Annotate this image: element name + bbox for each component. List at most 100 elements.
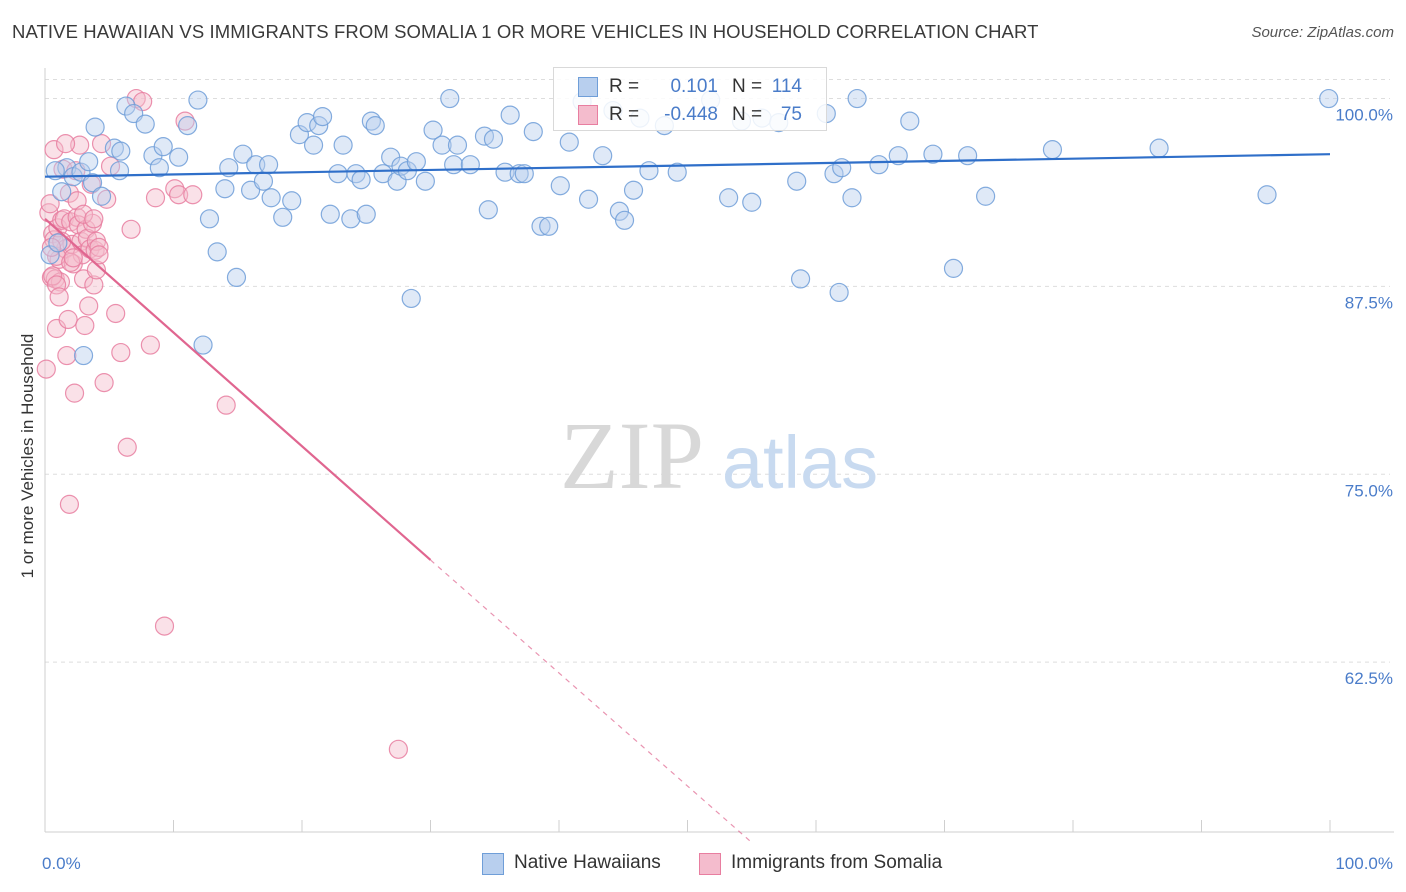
point-native-hawaiian: [85, 117, 105, 137]
point-native-hawaiian: [273, 207, 293, 227]
point-native-hawaiian: [550, 176, 570, 196]
point-native-hawaiian: [842, 188, 862, 208]
point-native-hawaiian: [312, 106, 333, 127]
point-somalia: [91, 134, 112, 154]
point-native-hawaiian: [365, 116, 385, 136]
point-native-hawaiian: [1319, 88, 1339, 109]
point-native-hawaiian: [460, 155, 480, 175]
legend-label: Immigrants from Somalia: [731, 852, 943, 873]
correlation-legend: R = 0.101 N = 114 R = -0.448 N = 75: [553, 67, 827, 131]
point-native-hawaiian: [406, 152, 426, 172]
point-somalia: [117, 437, 137, 457]
point-native-hawaiian: [111, 141, 131, 161]
point-somalia: [216, 395, 236, 415]
point-native-hawaiian: [1042, 140, 1063, 160]
point-somalia: [49, 287, 69, 307]
point-somalia: [106, 303, 126, 324]
x-tick-label: 0.0%: [42, 854, 81, 873]
point-somalia: [73, 204, 94, 224]
point-native-hawaiian: [48, 233, 68, 253]
point-native-hawaiian: [531, 216, 551, 236]
point-native-hawaiian: [943, 258, 964, 278]
y-tick-label: 62.5%: [1345, 669, 1393, 688]
point-native-hawaiian: [1149, 138, 1169, 158]
legend-r-value: 0.101: [670, 76, 718, 97]
point-native-hawaiian: [303, 135, 324, 155]
point-native-hawaiian: [829, 282, 849, 303]
point-native-hawaiian: [233, 144, 253, 164]
trend-line-somalia: [44, 217, 432, 561]
point-native-hawaiian: [578, 189, 599, 209]
point-native-hawaiian: [444, 155, 464, 175]
point-native-hawaiian: [261, 188, 281, 208]
point-native-hawaiian: [188, 90, 208, 110]
point-native-hawaiian: [609, 201, 629, 221]
point-somalia: [154, 616, 175, 636]
legend-row-somalia: R = -0.448 N = 75: [554, 101, 826, 129]
watermark-zip: ZIP: [560, 402, 704, 509]
x-tick-labels: 0.0% 100.0%: [42, 854, 1393, 873]
point-somalia: [59, 494, 80, 514]
legend-n-label: N =: [732, 76, 763, 97]
point-native-hawaiian: [523, 122, 543, 142]
point-native-hawaiian: [719, 188, 739, 208]
point-native-hawaiian: [351, 170, 371, 190]
point-native-hawaiian: [320, 204, 340, 224]
point-native-hawaiian: [207, 242, 227, 262]
point-native-hawaiian: [539, 216, 559, 236]
y-tick-label: 75.0%: [1345, 481, 1393, 500]
point-native-hawaiian: [832, 158, 852, 178]
point-somalia: [89, 245, 109, 265]
point-native-hawaiian: [623, 180, 644, 200]
point-somalia: [70, 135, 90, 155]
point-native-hawaiian: [423, 120, 443, 140]
point-native-hawaiian: [109, 161, 130, 181]
legend-n-value: 75: [780, 104, 802, 125]
point-somalia: [64, 383, 85, 403]
trend-lines: [44, 153, 1331, 843]
x-tick-label: 100.0%: [1335, 854, 1393, 873]
legend-n-value: 114: [771, 76, 802, 97]
point-native-hawaiian: [253, 171, 274, 191]
legend-r-label: R =: [609, 76, 640, 97]
point-native-hawaiian: [73, 345, 94, 366]
point-somalia: [75, 315, 95, 336]
point-native-hawaiian: [667, 162, 687, 182]
point-native-hawaiian: [226, 267, 247, 288]
point-native-hawaiian: [847, 88, 867, 109]
point-native-hawaiian: [193, 335, 213, 355]
legend-swatch-pink: [699, 853, 721, 875]
point-native-hawaiian: [478, 200, 498, 220]
point-somalia: [45, 269, 65, 289]
point-native-hawaiian: [415, 171, 435, 191]
point-native-hawaiian: [790, 269, 811, 289]
point-somalia: [46, 275, 67, 295]
point-native-hawaiian: [289, 125, 310, 145]
point-native-hawaiian: [824, 164, 844, 184]
point-native-hawaiian: [135, 114, 155, 134]
point-native-hawaiian: [45, 161, 65, 181]
point-native-hawaiian: [923, 144, 943, 164]
watermark-atlas: atlas: [722, 421, 878, 504]
point-somalia: [111, 342, 131, 363]
point-native-hawaiian: [787, 171, 807, 191]
point-native-hawaiian: [346, 164, 366, 184]
point-native-hawaiian: [282, 191, 302, 211]
trend-line-somalia-extrapolated: [430, 559, 753, 843]
y-tick-label: 87.5%: [1345, 293, 1393, 312]
point-native-hawaiian: [91, 186, 112, 206]
point-somalia: [169, 185, 189, 205]
point-native-hawaiian: [500, 105, 520, 125]
y-tick-label: 100.0%: [1335, 106, 1393, 125]
point-somalia: [94, 373, 114, 393]
point-native-hawaiian: [328, 164, 348, 184]
point-native-hawaiian: [40, 245, 60, 265]
legend-swatch-blue: [482, 853, 504, 875]
point-somalia: [79, 296, 99, 316]
point-native-hawaiian: [869, 155, 889, 175]
point-native-hawaiian: [614, 210, 635, 230]
source-credit: Source: ZipAtlas.com: [1251, 24, 1394, 41]
point-somalia: [63, 248, 83, 268]
legend-row-native-hawaiians: R = 0.101 N = 114: [554, 73, 826, 101]
